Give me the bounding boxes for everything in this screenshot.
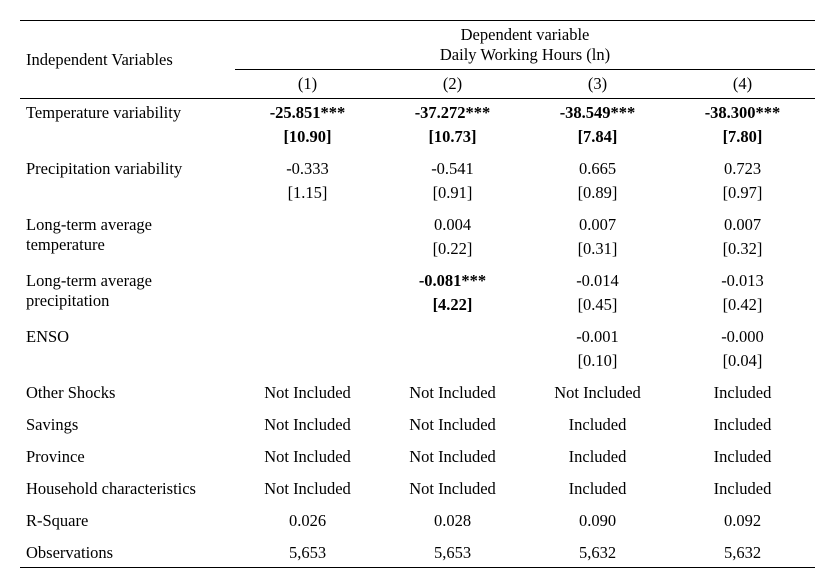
cell: -0.014 [525, 263, 670, 295]
cell-se: [0.22] [380, 239, 525, 263]
control-val: Not Included [235, 439, 380, 471]
cell [235, 319, 380, 351]
cell: -0.333 [235, 151, 380, 183]
regression-table: Independent Variables Dependent variable… [20, 20, 815, 568]
cell [380, 319, 525, 351]
cell-se: [0.10] [525, 351, 670, 375]
control-val: Not Included [380, 439, 525, 471]
cell-se: [1.15] [235, 183, 380, 207]
cell: -0.541 [380, 151, 525, 183]
cell: -38.549*** [525, 99, 670, 128]
col-header-2: (2) [380, 70, 525, 99]
cell-se: [7.80] [670, 127, 815, 151]
cell [235, 207, 380, 239]
cell-se: [0.42] [670, 295, 815, 319]
independent-vars-header: Independent Variables [20, 21, 235, 99]
cell-se: [0.45] [525, 295, 670, 319]
stat-val: 5,632 [670, 535, 815, 568]
cell-se: [0.89] [525, 183, 670, 207]
stat-val: 5,632 [525, 535, 670, 568]
cell-se [380, 351, 525, 375]
col-header-4: (4) [670, 70, 815, 99]
cell: -37.272*** [380, 99, 525, 128]
stat-val: 0.092 [670, 503, 815, 535]
cell: 0.007 [670, 207, 815, 239]
control-label: Household characteristics [20, 471, 235, 503]
cell: 0.007 [525, 207, 670, 239]
cell-se: [10.90] [235, 127, 380, 151]
cell-se [235, 351, 380, 375]
cell: -0.081*** [380, 263, 525, 295]
stat-val: 0.026 [235, 503, 380, 535]
row-label: Long-term averageprecipitation [20, 263, 235, 319]
control-val: Included [525, 471, 670, 503]
stat-val: 0.090 [525, 503, 670, 535]
control-val: Not Included [235, 407, 380, 439]
cell-se: [0.32] [670, 239, 815, 263]
cell-se [235, 295, 380, 319]
control-val: Not Included [525, 375, 670, 407]
control-val: Not Included [380, 375, 525, 407]
cell-se: [4.22] [380, 295, 525, 319]
control-label: Province [20, 439, 235, 471]
stat-label: Observations [20, 535, 235, 568]
cell [235, 263, 380, 295]
cell-se: [0.31] [525, 239, 670, 263]
stat-val: 5,653 [380, 535, 525, 568]
cell-se: [0.04] [670, 351, 815, 375]
control-val: Not Included [235, 471, 380, 503]
control-label: Other Shocks [20, 375, 235, 407]
control-val: Included [525, 407, 670, 439]
cell-se: [0.91] [380, 183, 525, 207]
cell: 0.665 [525, 151, 670, 183]
dependent-var-header: Dependent variable Daily Working Hours (… [235, 21, 815, 70]
cell: -0.013 [670, 263, 815, 295]
row-label: Precipitation variability [20, 151, 235, 183]
row-label: Temperature variability [20, 99, 235, 128]
cell: -38.300*** [670, 99, 815, 128]
cell: 0.004 [380, 207, 525, 239]
control-label: Savings [20, 407, 235, 439]
stat-val: 0.028 [380, 503, 525, 535]
cell: 0.723 [670, 151, 815, 183]
cell-se: [10.73] [380, 127, 525, 151]
control-val: Included [670, 439, 815, 471]
cell: -0.001 [525, 319, 670, 351]
cell: -25.851*** [235, 99, 380, 128]
cell-se [235, 239, 380, 263]
col-header-1: (1) [235, 70, 380, 99]
row-label: Long-term averagetemperature [20, 207, 235, 263]
control-val: Not Included [380, 471, 525, 503]
control-val: Included [670, 471, 815, 503]
control-val: Included [670, 407, 815, 439]
stat-val: 5,653 [235, 535, 380, 568]
col-header-3: (3) [525, 70, 670, 99]
control-val: Included [525, 439, 670, 471]
stat-label: R-Square [20, 503, 235, 535]
control-val: Included [670, 375, 815, 407]
control-val: Not Included [380, 407, 525, 439]
cell-se: [7.84] [525, 127, 670, 151]
row-label: ENSO [20, 319, 235, 351]
cell-se: [0.97] [670, 183, 815, 207]
control-val: Not Included [235, 375, 380, 407]
cell: -0.000 [670, 319, 815, 351]
